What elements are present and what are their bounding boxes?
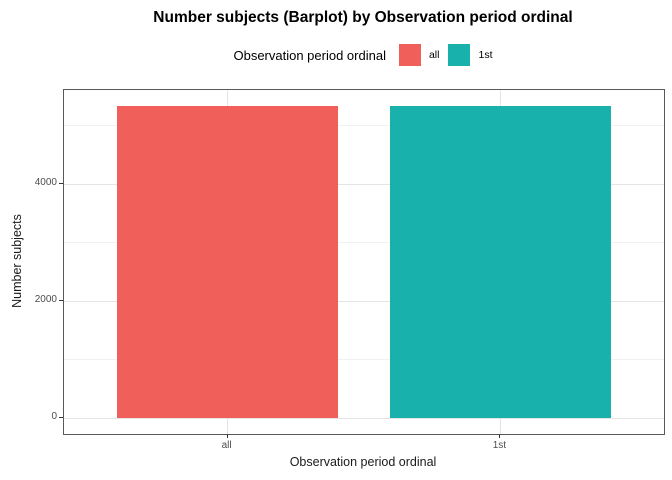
x-tick-mark [226, 434, 228, 438]
legend-title: Observation period ordinal [233, 47, 386, 63]
x-tick-label: all [221, 440, 232, 451]
bar-1st [389, 105, 611, 419]
legend: Observation period ordinal all 1st [63, 42, 663, 68]
y-axis-title: Number subjects [10, 214, 24, 308]
gridline-major [64, 300, 664, 302]
legend-entry-1st: 1st [448, 44, 493, 66]
gridline-minor [64, 125, 664, 127]
gridline-major [64, 417, 664, 419]
legend-swatch-all [398, 44, 421, 66]
gridline-minor [64, 242, 664, 244]
chart-title: Number subjects (Barplot) by Observation… [153, 9, 573, 26]
y-tick-mark [59, 300, 63, 302]
y-tick-label: 4000 [34, 177, 57, 189]
x-tick-label: 1st [492, 440, 507, 451]
x-tick-mark [499, 434, 501, 438]
gridline-major [64, 183, 664, 185]
y-tick-label: 2000 [34, 294, 57, 306]
gridline-minor [64, 359, 664, 361]
legend-swatch-1st [448, 44, 471, 66]
y-tick-mark [59, 183, 63, 185]
x-axis-title: Observation period ordinal [289, 455, 437, 469]
y-tick-mark [59, 417, 63, 419]
legend-label: 1st [478, 49, 493, 61]
legend-label: all [428, 49, 440, 61]
bar-all [117, 105, 339, 419]
plot-panel [63, 89, 665, 435]
legend-entry-all: all [398, 44, 440, 66]
y-tick-label: 0 [51, 411, 57, 423]
